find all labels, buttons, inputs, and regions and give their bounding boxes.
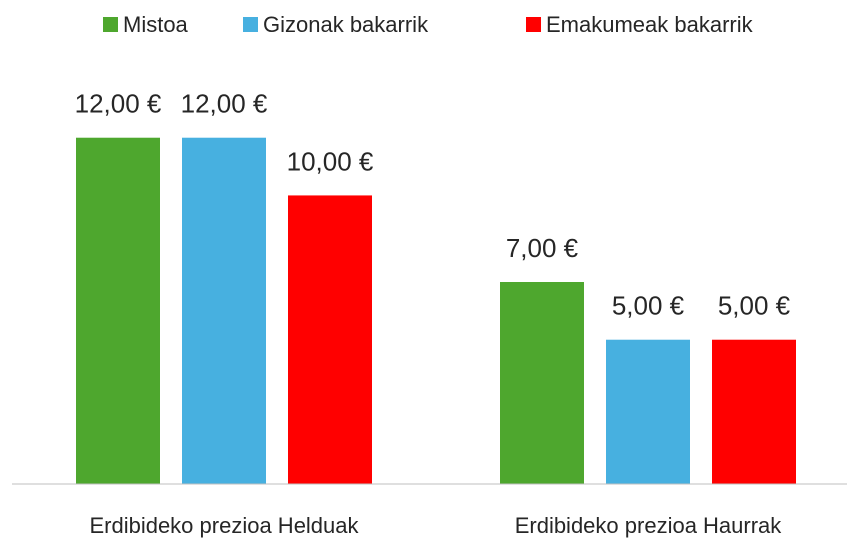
value-label: 5,00 € (612, 291, 685, 321)
x-tick-label: Erdibideko prezioa Helduak (89, 513, 359, 538)
legend-swatch (103, 17, 118, 32)
bar (288, 195, 372, 484)
bar (606, 339, 690, 484)
legend-swatch (526, 17, 541, 32)
value-label: 12,00 € (75, 89, 162, 119)
bar (76, 137, 160, 484)
value-label: 5,00 € (718, 291, 791, 321)
legend-label: Emakumeak bakarrik (546, 12, 754, 37)
value-label: 10,00 € (287, 146, 374, 176)
legend-swatch (243, 17, 258, 32)
legend-label: Gizonak bakarrik (263, 12, 429, 37)
bar (182, 137, 266, 484)
bar (712, 339, 796, 484)
x-tick-label: Erdibideko prezioa Haurrak (515, 513, 783, 538)
bar (500, 282, 584, 484)
value-label: 7,00 € (506, 233, 579, 263)
value-label: 12,00 € (181, 89, 268, 119)
legend-label: Mistoa (123, 12, 189, 37)
